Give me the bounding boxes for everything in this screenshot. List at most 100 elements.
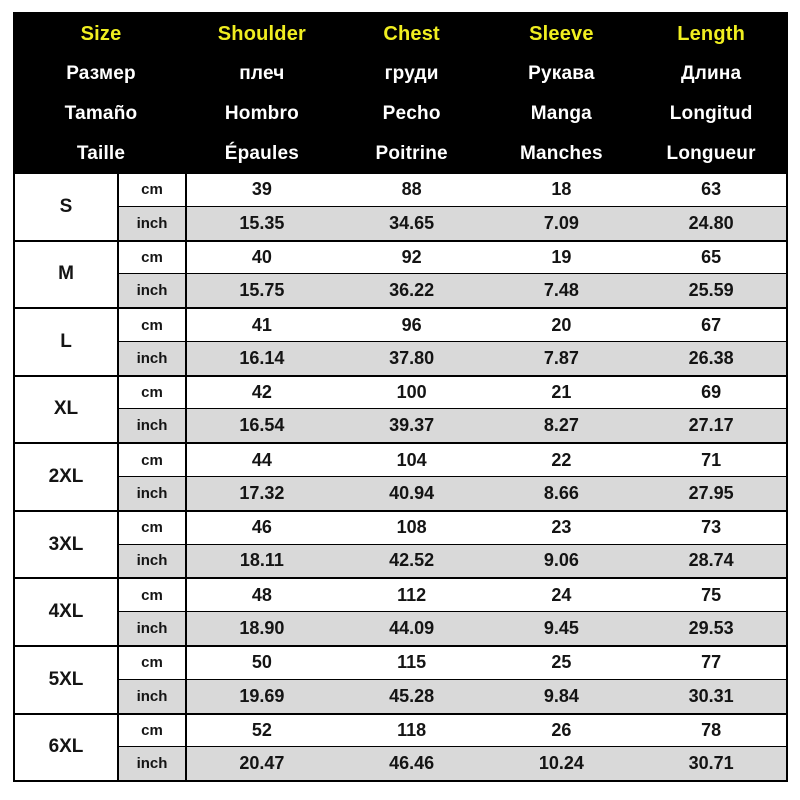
value-3XL-cm-chest: 108	[336, 511, 487, 545]
unit-label-L-cm: cm	[119, 309, 187, 342]
header-cell-spanish-length: Longitud	[669, 103, 753, 124]
unit-label-4XL-inch: inch	[119, 612, 187, 645]
unit-label-XL-inch: inch	[119, 409, 187, 443]
value-5XL-cm-shoulder: 50	[187, 646, 337, 680]
value-XL-cm-shoulder: 42	[187, 376, 337, 410]
size-label-6XL: 6XL	[15, 714, 119, 781]
value-M-cm-sleeve: 19	[486, 241, 637, 275]
value-3XL-cm-length: 73	[636, 511, 786, 545]
value-3XL-inch-shoulder: 18.11	[187, 544, 337, 578]
value-5XL-inch-length: 30.31	[636, 679, 786, 713]
value-M-inch-chest: 36.22	[336, 274, 487, 308]
size-label-2XL: 2XL	[15, 444, 119, 510]
size-row-2XL: 2XL cm 44 104 22 71 inch 17.32 40.94 8.66 27.95	[15, 442, 786, 510]
size-row-3XL: 3XL cm 46 108 23 73 inch 18.11 42.52 9.06 28.74	[15, 509, 786, 578]
size-row-4XL: 4XL cm 48 112 24 75 inch 18.90 44.09 9.45 29.53	[15, 577, 786, 645]
value-5XL-inch-shoulder: 19.69	[187, 679, 337, 713]
header-cell-english-chest: Chest	[383, 22, 440, 45]
header-cell-russian-chest: груди	[384, 63, 439, 84]
value-5XL-cm-sleeve: 25	[486, 646, 637, 680]
value-5XL-cm-chest: 115	[336, 646, 487, 680]
unit-label-M-inch: inch	[119, 274, 187, 308]
value-3XL-inch-chest: 42.52	[336, 544, 487, 578]
value-S-inch-shoulder: 15.35	[187, 206, 337, 240]
header-cell-russian-shoulder: плеч	[239, 63, 285, 84]
value-6XL-inch-sleeve: 10.24	[486, 747, 637, 781]
value-L-cm-shoulder: 41	[187, 309, 337, 342]
value-6XL-cm-shoulder: 52	[187, 714, 337, 748]
value-3XL-cm-shoulder: 46	[187, 511, 337, 545]
value-4XL-cm-shoulder: 48	[187, 579, 337, 613]
value-L-inch-length: 26.38	[636, 341, 786, 375]
value-XL-cm-sleeve: 21	[486, 376, 637, 410]
value-2XL-cm-length: 71	[636, 444, 786, 478]
value-M-inch-sleeve: 7.48	[486, 274, 637, 308]
value-XL-inch-length: 27.17	[636, 409, 786, 443]
value-4XL-inch-length: 29.53	[636, 612, 786, 645]
unit-label-L-inch: inch	[119, 341, 187, 375]
size-label-S: S	[15, 174, 119, 240]
value-4XL-inch-shoulder: 18.90	[187, 612, 337, 645]
value-3XL-cm-sleeve: 23	[486, 511, 637, 545]
header-cell-french-chest: Poitrine	[375, 143, 448, 164]
value-S-inch-length: 24.80	[636, 206, 786, 240]
value-6XL-cm-length: 78	[636, 714, 786, 748]
unit-label-5XL-inch: inch	[119, 679, 187, 713]
header-cell-english-size: Size	[80, 22, 122, 45]
value-6XL-cm-sleeve: 26	[486, 714, 637, 748]
unit-label-XL-cm: cm	[119, 376, 187, 410]
unit-label-S-cm: cm	[119, 174, 187, 207]
value-2XL-cm-shoulder: 44	[187, 444, 337, 478]
unit-label-6XL-inch: inch	[119, 747, 187, 781]
value-6XL-inch-chest: 46.46	[336, 747, 487, 781]
unit-label-3XL-inch: inch	[119, 544, 187, 578]
value-3XL-inch-sleeve: 9.06	[486, 544, 637, 578]
value-S-cm-shoulder: 39	[187, 174, 337, 207]
value-L-cm-chest: 96	[336, 309, 487, 342]
value-4XL-cm-length: 75	[636, 579, 786, 613]
size-label-3XL: 3XL	[15, 511, 119, 578]
value-XL-inch-chest: 39.37	[336, 409, 487, 443]
value-XL-cm-length: 69	[636, 376, 786, 410]
header-cell-french-size: Taille	[76, 143, 126, 164]
value-6XL-inch-length: 30.71	[636, 747, 786, 781]
size-chart-table: Size Shoulder Chest Sleeve Length Размер плеч г…	[13, 12, 788, 782]
value-M-cm-length: 65	[636, 241, 786, 275]
value-S-inch-sleeve: 7.09	[486, 206, 637, 240]
value-M-inch-length: 25.59	[636, 274, 786, 308]
value-M-cm-shoulder: 40	[187, 241, 337, 275]
value-S-cm-sleeve: 18	[486, 174, 637, 207]
value-L-inch-sleeve: 7.87	[486, 341, 637, 375]
value-XL-inch-shoulder: 16.54	[187, 409, 337, 443]
header-cell-english-sleeve: Sleeve	[529, 22, 594, 45]
value-2XL-cm-sleeve: 22	[486, 444, 637, 478]
value-4XL-inch-chest: 44.09	[336, 612, 487, 645]
value-L-inch-shoulder: 16.14	[187, 341, 337, 375]
header-cell-russian-size: Размер	[66, 63, 136, 84]
unit-label-2XL-inch: inch	[119, 477, 187, 510]
unit-label-5XL-cm: cm	[119, 646, 187, 680]
size-label-5XL: 5XL	[15, 646, 119, 713]
value-XL-inch-sleeve: 8.27	[486, 409, 637, 443]
value-2XL-inch-length: 27.95	[636, 477, 786, 510]
header-cell-russian-length: Длина	[680, 63, 742, 84]
value-5XL-inch-chest: 45.28	[336, 679, 487, 713]
value-5XL-cm-length: 77	[636, 646, 786, 680]
value-S-cm-chest: 88	[336, 174, 487, 207]
header-cell-french-shoulder: Épaules	[224, 143, 299, 164]
value-XL-cm-chest: 100	[336, 376, 487, 410]
unit-label-3XL-cm: cm	[119, 511, 187, 545]
value-S-cm-length: 63	[636, 174, 786, 207]
value-3XL-inch-length: 28.74	[636, 544, 786, 578]
value-4XL-cm-chest: 112	[336, 579, 487, 613]
value-6XL-cm-chest: 118	[336, 714, 487, 748]
size-label-4XL: 4XL	[15, 579, 119, 645]
unit-label-4XL-cm: cm	[119, 579, 187, 613]
header-cell-russian-sleeve: Рукава	[528, 63, 595, 84]
value-M-inch-shoulder: 15.75	[187, 274, 337, 308]
header-cell-spanish-chest: Pecho	[382, 103, 441, 124]
header-cell-french-length: Longueur	[666, 143, 756, 164]
value-L-cm-length: 67	[636, 309, 786, 342]
